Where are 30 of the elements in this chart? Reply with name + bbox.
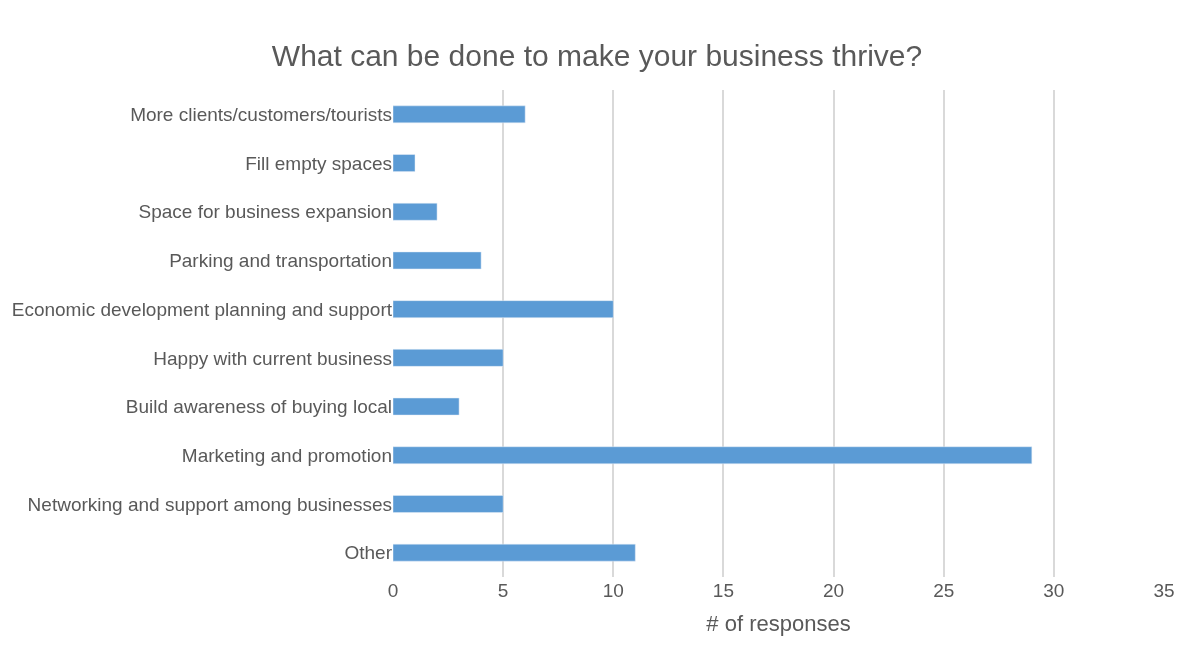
bar [393, 300, 614, 318]
x-tick-label: 0 [387, 580, 399, 601]
y-tick-label: Happy with current business [153, 347, 392, 369]
y-tick-label: Economic development planning and support [11, 298, 393, 320]
bar [393, 251, 482, 270]
x-tick-label: 15 [712, 580, 734, 601]
bar [393, 202, 438, 221]
y-tick-label: Parking and transportation [169, 250, 392, 272]
y-tick-label: More clients/customers/tourists [130, 104, 392, 125]
x-tick-label: 35 [1153, 580, 1175, 601]
bar [393, 543, 636, 562]
x-tick-label: 20 [823, 580, 845, 601]
bar [393, 397, 460, 416]
y-tick-label: Networking and support among businesses [27, 493, 392, 515]
y-tick-label: Build awareness of buying local [125, 396, 392, 418]
y-tick-label: Fill empty spaces [245, 152, 392, 174]
bar [393, 349, 504, 367]
x-axis-title: # of responses [706, 610, 851, 636]
x-tick-label: 10 [602, 580, 624, 601]
y-tick-label: Marketing and promotion [181, 444, 392, 466]
y-tick-label: Other [344, 542, 393, 564]
y-tick-label: Space for business expansion [138, 201, 392, 223]
x-tick-label: 30 [1043, 580, 1065, 601]
chart-title: What can be done to make your business thrive? [271, 39, 923, 73]
bar [393, 495, 504, 513]
bar [393, 105, 526, 124]
x-tick-label: 25 [933, 580, 955, 601]
x-tick-label: 5 [497, 580, 509, 601]
bar [393, 446, 1033, 465]
bar [393, 154, 416, 172]
